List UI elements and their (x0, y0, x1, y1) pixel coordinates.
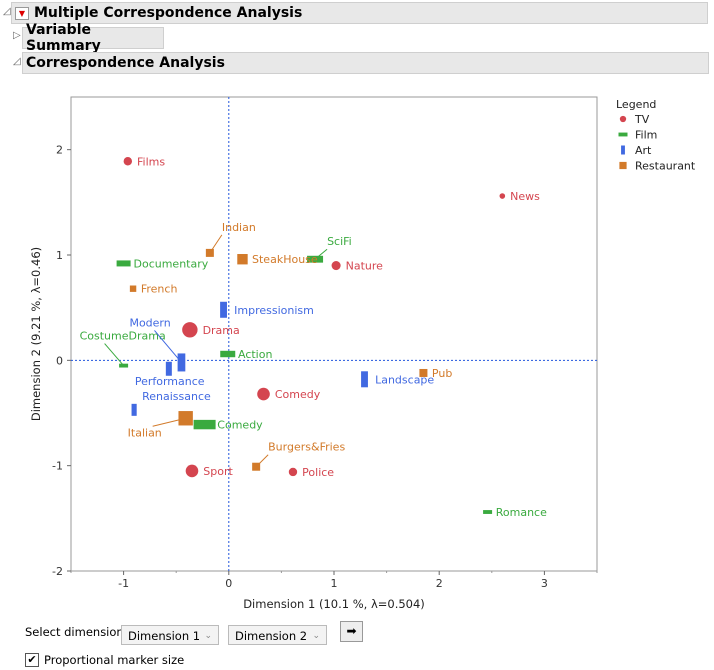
legend-title: Legend (616, 98, 656, 111)
mca-plot: -1 0 1 2 3 -2 -1 0 1 2 Dimension 1 (10.1 %, λ=0.50… (29, 96, 696, 611)
dimension-x-select[interactable]: Dimension 1 ⌄ (121, 625, 219, 645)
legend-label: Film (635, 129, 657, 142)
point-label: Drama (203, 324, 240, 337)
point-label: Renaissance (142, 390, 211, 403)
collapse-icon[interactable]: ◿ (3, 6, 11, 17)
x-tick-label: 3 (541, 577, 548, 590)
mca-header[interactable]: ▼ Multiple Correspondence Analysis (11, 2, 708, 24)
legend-marker-restaurant (619, 161, 627, 170)
dimension-y-value: Dimension 2 (235, 629, 308, 643)
expand-icon[interactable]: ▷ (13, 30, 21, 41)
marker-tv (185, 464, 199, 478)
point-label: Comedy (217, 419, 263, 432)
x-axis-title: Dimension 1 (10.1 %, λ=0.504) (243, 597, 425, 611)
marker-restaurant (252, 462, 261, 471)
point-label: Italian (128, 426, 162, 439)
point-label: SciFi (327, 235, 352, 248)
point-label: Performance (135, 375, 205, 388)
go-button[interactable]: ➡ (340, 621, 363, 642)
point-label: Police (302, 466, 334, 479)
legend-label: Restaurant (635, 160, 696, 173)
marker-tv (288, 467, 298, 477)
menu-icon[interactable]: ▼ (15, 6, 29, 20)
marker-restaurant (419, 368, 428, 377)
point-label: News (510, 190, 540, 203)
x-tick-label: 1 (331, 577, 338, 590)
legend-marker-tv (619, 115, 627, 123)
y-tick-label: -2 (52, 565, 63, 578)
marker-tv (257, 387, 270, 401)
point-label: Action (238, 348, 272, 361)
y-axis-title: Dimension 2 (9.21 %, λ=0.46) (29, 247, 43, 421)
marker-restaurant (237, 254, 248, 265)
marker-restaurant (129, 285, 137, 292)
y-tick-label: 2 (56, 144, 63, 157)
marker-film (193, 419, 216, 430)
arrow-right-icon: ➡ (346, 624, 357, 638)
point-label: Indian (222, 221, 256, 234)
page-title: Multiple Correspondence Analysis (34, 5, 303, 21)
point-label: Romance (496, 506, 547, 519)
collapse-icon[interactable]: ◿ (13, 56, 21, 67)
label-leader-line (255, 454, 269, 468)
y-tick-label: 1 (56, 249, 63, 262)
point-label: Burgers&Fries (268, 441, 345, 454)
chevron-down-icon: ⌄ (312, 631, 320, 641)
x-tick-label: -1 (118, 577, 129, 590)
marker-tv (123, 157, 133, 166)
point-label: Impressionism (234, 304, 314, 317)
label-leader-line (154, 330, 182, 363)
legend-label: TV (634, 113, 650, 126)
checkmark-icon: ✔ (27, 653, 37, 666)
section-title: Variable Summary (26, 22, 101, 54)
point-label: Documentary (134, 257, 209, 270)
point-label: SteakHouse (252, 253, 318, 266)
legend-marker-art (621, 145, 625, 155)
marker-film (483, 510, 493, 514)
correspondence-analysis-header[interactable]: Correspondence Analysis (22, 52, 709, 74)
marker-tv (182, 322, 198, 338)
point-label: Comedy (275, 388, 321, 401)
marker-art (131, 403, 137, 416)
select-dimension-label: Select dimension (25, 625, 124, 639)
point-label: Films (137, 155, 165, 168)
x-tick-label: 2 (436, 577, 443, 590)
y-tick-label: -1 (52, 460, 63, 473)
point-label: Sport (203, 465, 233, 478)
checkbox-label: Proportional marker size (44, 653, 185, 667)
variable-summary-header[interactable]: Variable Summary (22, 22, 164, 54)
section-title: Correspondence Analysis (26, 55, 225, 71)
marker-art (361, 371, 368, 388)
point-label: Modern (129, 316, 170, 329)
label-leader-line (209, 234, 223, 254)
marker-film (220, 350, 236, 358)
marker-art (220, 301, 227, 318)
point-label: Nature (346, 260, 384, 273)
label-leader-line (152, 417, 186, 427)
marker-tv (499, 193, 506, 199)
dimension-x-value: Dimension 1 (128, 629, 201, 643)
proportional-marker-checkbox[interactable]: ✔ (25, 653, 39, 667)
legend-label: Art (635, 144, 652, 157)
chevron-down-icon: ⌄ (204, 631, 212, 641)
marker-art (165, 361, 172, 376)
label-leader-line (104, 343, 124, 366)
x-tick-label: 0 (225, 577, 232, 590)
marker-tv (331, 260, 341, 271)
plot-frame (70, 96, 598, 572)
y-tick-label: 0 (56, 354, 63, 367)
point-label: Pub (432, 367, 452, 380)
legend-marker-film (618, 132, 628, 137)
point-label: French (141, 283, 178, 296)
marker-film (116, 260, 131, 267)
label-leader-line (314, 248, 328, 260)
dimension-y-select[interactable]: Dimension 2 ⌄ (228, 625, 327, 645)
point-label: CostumeDrama (80, 330, 166, 343)
